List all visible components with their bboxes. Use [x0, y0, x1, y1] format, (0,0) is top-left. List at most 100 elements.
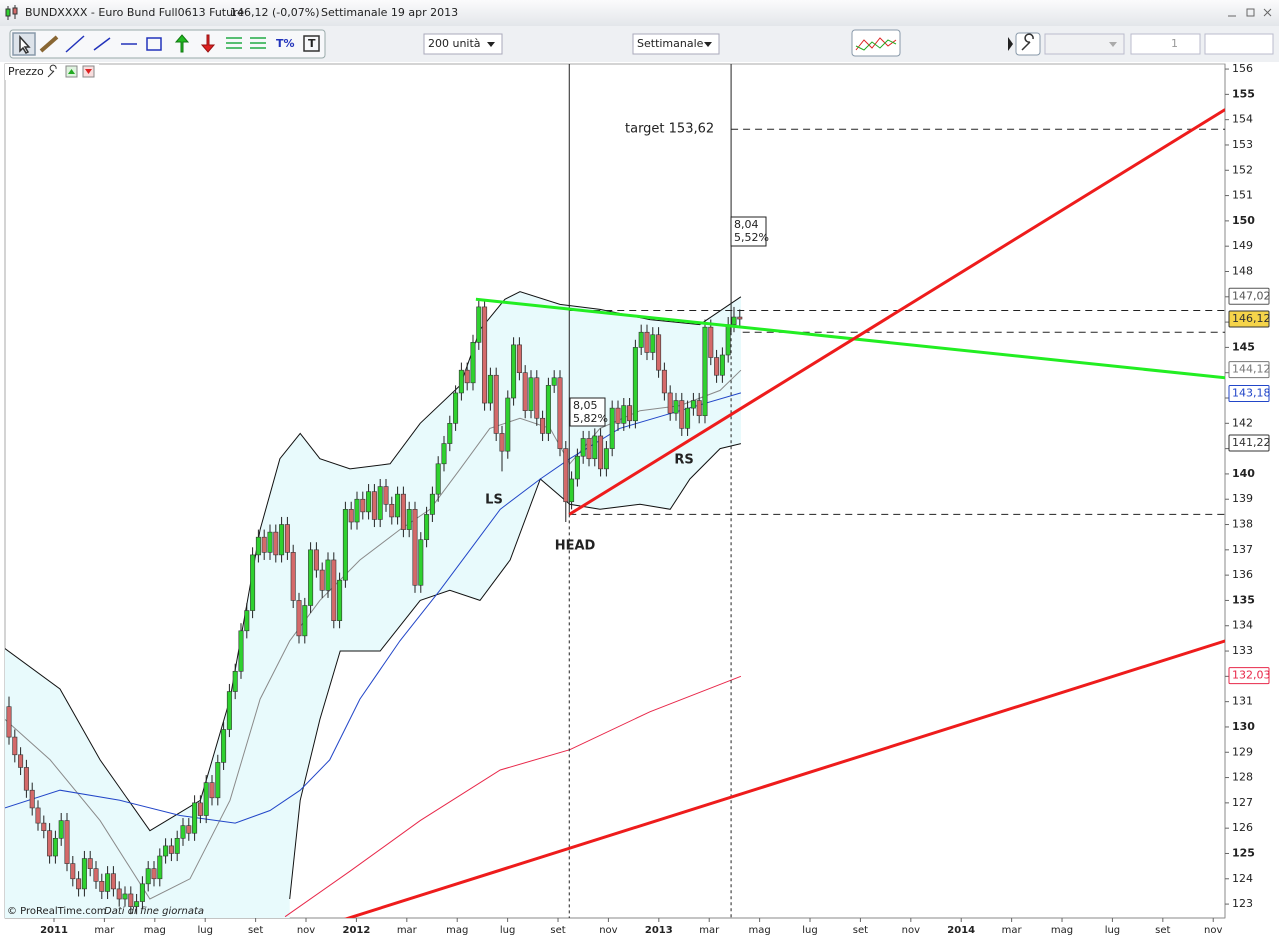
candle-body — [656, 334, 662, 371]
y-tick-label: 136 — [1232, 568, 1253, 581]
price-tag — [1228, 384, 1270, 402]
candle-body — [157, 855, 163, 880]
candle-body — [586, 438, 592, 460]
timeframe-select[interactable] — [632, 33, 720, 55]
x-tick-label: 2013 — [645, 925, 673, 936]
units-value: 200 unità — [428, 37, 481, 50]
candle-body — [395, 493, 401, 518]
candle-body — [348, 509, 354, 523]
candle-body — [679, 400, 685, 429]
y-tick-label: 134 — [1232, 619, 1253, 632]
y-tick-label: 139 — [1232, 492, 1253, 505]
data-note: Dati di fine giornata — [104, 906, 204, 917]
x-tick-label: nov — [1204, 925, 1222, 936]
y-tick-label: 130 — [1232, 720, 1255, 733]
y-tick-label: 155 — [1232, 87, 1255, 100]
period: Settimanale 19 apr 2013 — [321, 6, 458, 19]
x-tick-label: nov — [599, 925, 617, 936]
candle-body — [174, 837, 180, 854]
candle-body — [545, 385, 551, 434]
quote: 146,12 (-0,07%) — [230, 6, 319, 19]
candle-body — [226, 691, 232, 730]
band-fill — [5, 291, 741, 918]
measure-label: 8,04 — [734, 218, 759, 231]
candle-body — [667, 392, 673, 414]
candle-body — [632, 347, 638, 422]
y-tick-label: 142 — [1232, 416, 1253, 429]
candle-body — [325, 559, 331, 591]
price-tag-label: 141,22 — [1232, 436, 1271, 449]
candle-body — [197, 802, 203, 816]
candle-body — [296, 600, 302, 637]
count-value: 1 — [1171, 37, 1178, 50]
y-tick-label: 145 — [1232, 340, 1255, 353]
measure-box — [569, 397, 606, 427]
candle-body — [557, 377, 563, 449]
candle-body — [702, 326, 708, 417]
app-icon — [5, 5, 18, 20]
candle-body — [714, 357, 720, 376]
candle-body — [250, 554, 256, 611]
candle-body — [412, 509, 418, 586]
bollinger-lower — [289, 443, 742, 900]
count-input[interactable] — [1130, 33, 1201, 55]
candle-body — [690, 400, 696, 409]
plot-layer: target 153,62 8,045,52% 8,055,82% LS HEAD RS ©… — [5, 64, 1225, 918]
candle-body — [725, 324, 731, 356]
x-tick-label: lug — [500, 925, 515, 936]
candle-body — [366, 491, 372, 513]
price-tag-label: 143,18 — [1232, 386, 1271, 399]
pattern-label: RS — [674, 453, 693, 468]
copyright: © ProRealTime.com — [7, 906, 107, 917]
candle-body — [267, 531, 273, 553]
drawing-tools — [9, 29, 326, 59]
x-tick-label: mag — [446, 925, 468, 936]
tool-buttons[interactable]: T% T — [12, 32, 320, 56]
x-tick-label: 2011 — [40, 925, 68, 936]
candle-body — [377, 486, 383, 520]
candle-body — [81, 858, 87, 890]
candle-body — [23, 767, 29, 791]
panel-buttons[interactable] — [47, 64, 95, 78]
candle-body — [87, 858, 93, 869]
candle-body — [621, 405, 627, 424]
x-tick-label: mar — [1002, 925, 1023, 936]
price-tag-label: 132,03 — [1232, 669, 1271, 682]
window-controls[interactable] — [1228, 8, 1272, 17]
x-tick-label: mar — [699, 925, 720, 936]
y-tick-label: 126 — [1232, 821, 1253, 834]
candle-body — [511, 344, 517, 399]
candle-body — [238, 630, 244, 672]
measure-label: 8,05 — [573, 399, 598, 412]
expand-arrow[interactable] — [1008, 37, 1013, 51]
candle-body — [360, 498, 366, 513]
disabled-select[interactable] — [1044, 33, 1125, 55]
x-tick-label: set — [1155, 925, 1170, 936]
search-input[interactable] — [1204, 33, 1274, 55]
candle-body — [505, 397, 511, 452]
candle-body — [551, 377, 557, 386]
x-tick-label: mar — [94, 925, 115, 936]
candle-body — [163, 845, 169, 857]
x-tick-label: lug — [802, 925, 817, 936]
trend-line — [344, 639, 1225, 918]
candle-body — [638, 331, 644, 348]
timeframe-value: Settimanale — [637, 37, 704, 50]
candle-body — [569, 478, 575, 503]
candle-body — [261, 536, 267, 553]
candle-body — [342, 509, 348, 581]
units-select[interactable] — [423, 33, 503, 55]
y-tick-label: 152 — [1232, 163, 1253, 176]
x-tick-label: 2012 — [342, 925, 370, 936]
candle-body — [99, 881, 105, 892]
candle-body — [534, 377, 540, 419]
candle-body — [429, 493, 435, 515]
candle-body — [389, 503, 395, 518]
candle-body — [192, 802, 198, 834]
candle-body — [122, 893, 128, 900]
candle-body — [232, 670, 238, 692]
dropdown-arrow — [487, 42, 495, 47]
candle-body — [331, 559, 337, 621]
candle-body — [354, 498, 360, 523]
candle-body — [116, 888, 122, 900]
